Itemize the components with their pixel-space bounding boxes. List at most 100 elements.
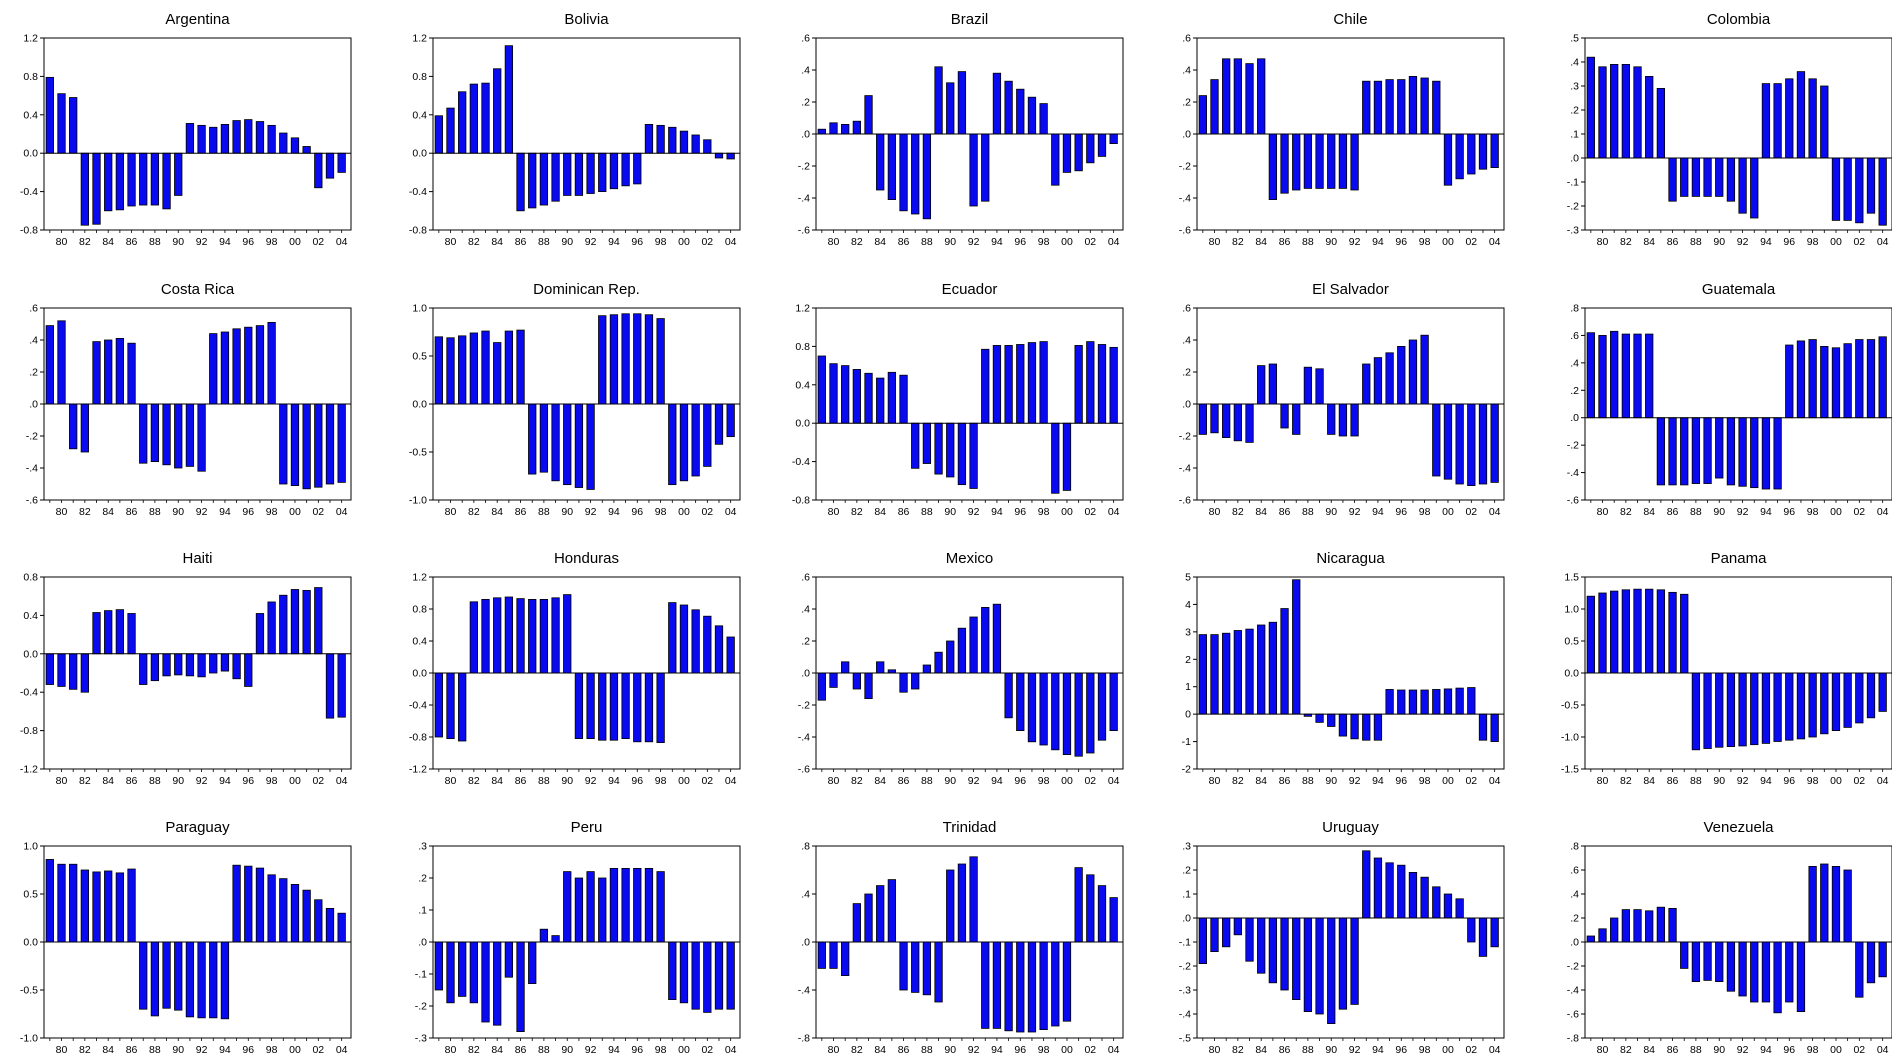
bar-1980 — [829, 941, 838, 969]
bar-2000 — [1443, 403, 1453, 480]
bar-1986 — [516, 152, 525, 212]
y-tick-label: 0.8 — [23, 572, 38, 584]
x-tick-label: 82 — [851, 506, 863, 518]
y-tick-label: 0.8 — [795, 341, 810, 353]
bar-1981 — [1610, 917, 1619, 943]
x-tick-label: 80 — [56, 506, 68, 518]
x-tick-label: 82 — [79, 506, 91, 518]
x-tick-label: 98 — [1419, 506, 1431, 518]
x-tick-label: 88 — [149, 506, 161, 518]
x-tick-label: 82 — [468, 236, 480, 248]
bar-1981 — [69, 97, 78, 154]
x-tick-label: 88 — [1690, 775, 1702, 787]
y-tick-label: -1.0 — [1561, 732, 1579, 744]
bar-1994 — [220, 653, 230, 672]
bar-1981 — [1610, 330, 1619, 419]
bar-1986 — [1280, 403, 1289, 429]
bar-1982 — [1233, 403, 1242, 442]
chart-title: Brazil — [951, 11, 989, 28]
x-tick-label: 96 — [1395, 1044, 1407, 1056]
bar-1982 — [80, 869, 89, 943]
x-tick-label: 90 — [1713, 775, 1725, 787]
bar-1991 — [185, 403, 195, 467]
x-tick-label: 02 — [312, 236, 324, 248]
bar-1989 — [551, 403, 560, 482]
bar-1991 — [957, 422, 967, 486]
bar-1997 — [255, 121, 265, 154]
bar-1990 — [174, 653, 183, 676]
bar-1983 — [1245, 628, 1254, 715]
bar-1988 — [539, 599, 549, 674]
x-tick-label: 90 — [1325, 1044, 1337, 1056]
bar-1980 — [1210, 917, 1219, 952]
chart-panel-panama: Panama 1.5 1.0 0.5 0.0 -0.5 -1.0 -1.5 80 82 84 86 88… — [1561, 550, 1892, 787]
x-tick-label: 04 — [1108, 236, 1120, 248]
y-tick-label: .8 — [1570, 303, 1579, 315]
bar-2002 — [314, 587, 323, 655]
bar-1996 — [244, 865, 253, 943]
x-tick-label: 82 — [79, 1044, 91, 1056]
bar-1993 — [1750, 941, 1759, 1003]
bar-1993 — [1750, 417, 1759, 489]
bar-1982 — [1621, 64, 1630, 159]
bar-2003 — [714, 152, 724, 159]
bar-2002 — [703, 941, 712, 1013]
bar-1999 — [279, 403, 288, 485]
bar-1998 — [656, 672, 665, 743]
bar-1992 — [1350, 917, 1359, 1005]
bar-1985 — [887, 371, 897, 424]
x-tick-label: 00 — [1442, 236, 1454, 248]
bar-1995 — [621, 313, 630, 405]
chart-panel-paraguay: Paraguay 1.0 0.5 0.0 -0.5 -1.0 80 82 84 86 88 90 92 9… — [20, 819, 352, 1056]
x-tick-label: 04 — [1489, 506, 1501, 518]
bar-1989 — [551, 152, 560, 202]
bar-1980 — [1598, 592, 1607, 674]
bar-2002 — [314, 899, 323, 943]
bar-2000 — [679, 403, 689, 482]
bar-1996 — [633, 672, 642, 743]
bar-1997 — [1408, 339, 1418, 405]
bar-1991 — [1726, 157, 1736, 202]
bar-1994 — [1373, 857, 1383, 919]
bar-1982 — [469, 332, 478, 405]
x-tick-label: 92 — [1737, 1044, 1749, 1056]
bar-1983 — [1245, 63, 1254, 135]
bar-1986 — [899, 133, 908, 212]
x-tick-label: 88 — [538, 506, 550, 518]
x-tick-label: 84 — [1255, 1044, 1267, 1056]
y-tick-label: .1 — [418, 905, 427, 917]
bar-1993 — [1750, 157, 1759, 219]
bar-1990 — [1715, 941, 1724, 982]
x-tick-label: 86 — [1279, 506, 1291, 518]
bar-2000 — [1831, 866, 1841, 943]
bar-1997 — [1027, 342, 1037, 424]
x-tick-label: 04 — [725, 506, 737, 518]
bar-1989 — [1703, 157, 1712, 197]
bar-1995 — [232, 653, 241, 680]
x-tick-label: 96 — [1014, 1044, 1026, 1056]
bar-1999 — [279, 132, 288, 154]
y-tick-label: .6 — [1182, 33, 1191, 45]
y-tick-label: 1.2 — [23, 33, 38, 45]
bar-1996 — [633, 152, 642, 185]
bar-1984 — [1257, 58, 1266, 135]
y-tick-label: -.4 — [1179, 463, 1191, 475]
bar-1997 — [1027, 672, 1037, 743]
y-tick-label: 0.0 — [412, 668, 427, 680]
bar-1993 — [1362, 363, 1371, 405]
bar-1998 — [1039, 103, 1048, 135]
x-tick-label: 82 — [468, 1044, 480, 1056]
x-tick-label: 04 — [336, 1044, 348, 1056]
x-tick-label: 82 — [79, 236, 91, 248]
bar-2000 — [290, 884, 300, 943]
bar-1984 — [104, 610, 113, 655]
y-tick-label: -.2 — [1567, 440, 1579, 452]
x-tick-label: 98 — [655, 236, 667, 248]
bar-1992 — [1350, 403, 1359, 437]
bar-2002 — [1855, 672, 1864, 724]
x-tick-label: 86 — [1667, 236, 1679, 248]
y-tick-label: .3 — [1182, 841, 1191, 853]
bar-1987 — [1292, 133, 1301, 191]
chart-title: Uruguay — [1322, 819, 1379, 836]
x-tick-label: 90 — [1713, 1044, 1725, 1056]
